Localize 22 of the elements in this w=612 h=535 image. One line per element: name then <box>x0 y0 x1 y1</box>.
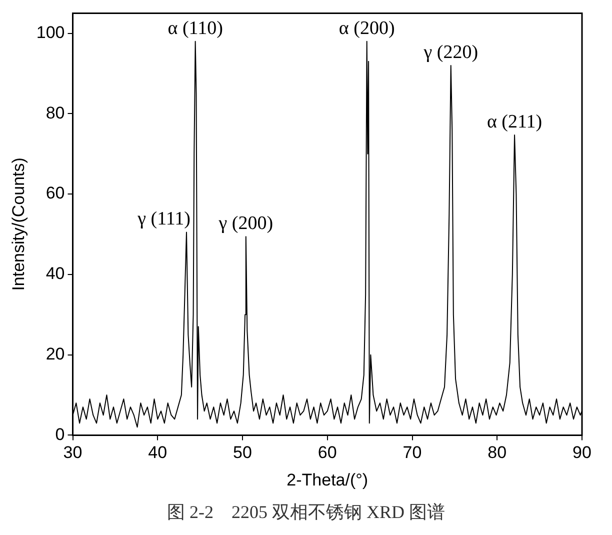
x-tick-label: 40 <box>148 443 168 462</box>
annotation: γ (220) <box>422 42 478 63</box>
x-tick-label: 80 <box>488 443 507 462</box>
annotation: α (200) <box>338 18 395 39</box>
y-tick-label: 80 <box>46 103 65 122</box>
caption: 图 2-2 2205 双相不锈钢 XRD 图谱 <box>166 501 446 524</box>
y-tick-label: 60 <box>46 184 65 203</box>
x-tick-label: 60 <box>318 443 337 462</box>
annotation: γ (200) <box>218 213 274 234</box>
x-tick-label: 70 <box>402 443 422 462</box>
y-tick-label: 100 <box>36 22 65 42</box>
y-axis-title: Intensity/(Counts) <box>8 158 28 291</box>
annotation: α (211) <box>486 111 542 132</box>
x-tick-label: 30 <box>63 443 82 462</box>
y-tick-label: 40 <box>46 264 65 284</box>
x-tick-label: 50 <box>233 443 252 462</box>
x-axis-title: 2-Theta/(°) <box>286 470 368 490</box>
y-tick-label: 0 <box>55 424 65 444</box>
y-tick-label: 20 <box>46 344 65 364</box>
x-tick-label: 90 <box>572 443 592 462</box>
annotation: α (110) <box>168 18 223 39</box>
annotation: γ (111) <box>136 208 190 230</box>
